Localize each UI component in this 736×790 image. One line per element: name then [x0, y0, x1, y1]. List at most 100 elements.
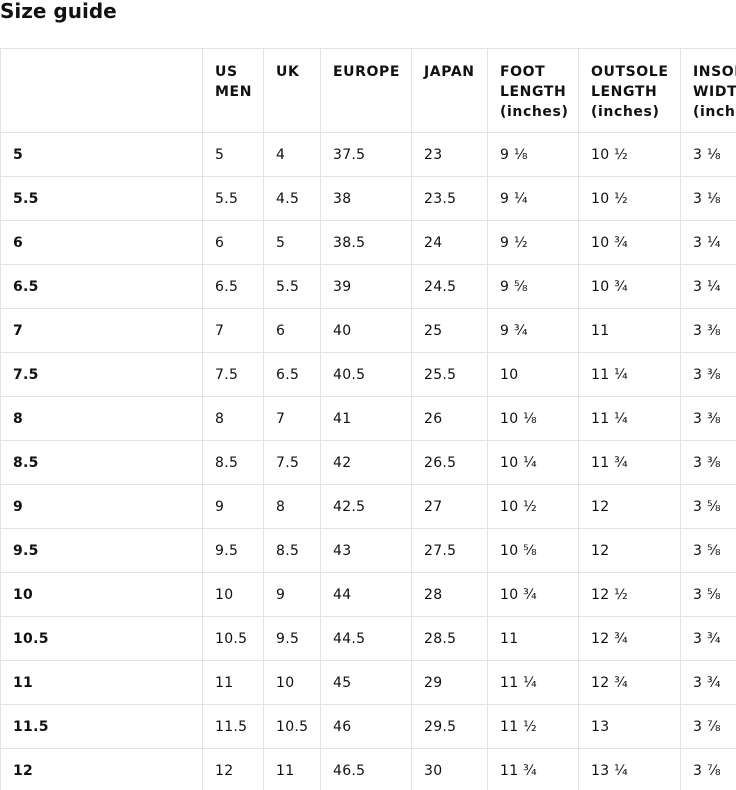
table-cell: 23	[411, 132, 488, 177]
table-cell: 12	[202, 748, 264, 790]
table-cell: 10	[487, 352, 579, 397]
table-cell: 9.5	[202, 528, 264, 573]
table-cell: 9 ½	[487, 220, 579, 265]
table-cell: 41	[320, 396, 412, 441]
table-cell: 3 ⅜	[680, 440, 736, 485]
table-cell: 42	[320, 440, 412, 485]
table-cell: 6	[202, 220, 264, 265]
table-cell: 27	[411, 484, 488, 529]
table-cell: 3 ⅜	[680, 308, 736, 353]
table-cell: 3 ¼	[680, 220, 736, 265]
table-cell: 3 ⅝	[680, 528, 736, 573]
table-cell: 11 ¾	[487, 748, 579, 790]
table-cell: 12 ¾	[578, 616, 681, 661]
table-cell: 12	[578, 484, 681, 529]
table-cell: 46	[320, 704, 412, 749]
table-cell: 9 ⅝	[487, 264, 579, 309]
table-cell: 11	[578, 308, 681, 353]
table-cell: 12 ¾	[578, 660, 681, 705]
header-cell: EUROPE	[320, 48, 412, 133]
table-container: US MEN UK EUROPE JAPAN FOOT LENGTH (inches) O…	[0, 48, 736, 790]
table-row: 9.5 9.5 8.5 43 27.5 10 ⅝ 12 3 ⅝	[0, 528, 736, 573]
table-cell: 5.5	[263, 264, 321, 309]
table-cell: 24	[411, 220, 488, 265]
table-cell: 11	[202, 660, 264, 705]
table-cell: 6	[263, 308, 321, 353]
header-cell: INSOLE WIDTH (inches)	[680, 48, 736, 133]
table-cell: 11 ¼	[578, 396, 681, 441]
size-cell: 11.5	[0, 704, 203, 749]
size-cell: 10.5	[0, 616, 203, 661]
table-cell: 3 ⅜	[680, 352, 736, 397]
table-cell: 38	[320, 176, 412, 221]
table-cell: 12 ½	[578, 572, 681, 617]
table-cell: 23.5	[411, 176, 488, 221]
table-cell: 6.5	[202, 264, 264, 309]
table-cell: 4	[263, 132, 321, 177]
table-cell: 46.5	[320, 748, 412, 790]
table-cell: 8.5	[202, 440, 264, 485]
table-cell: 10 ⅛	[487, 396, 579, 441]
table-cell: 26	[411, 396, 488, 441]
table-cell: 25	[411, 308, 488, 353]
table-cell: 11	[487, 616, 579, 661]
table-cell: 8	[202, 396, 264, 441]
table-row: 11.5 11.5 10.5 46 29.5 11 ½ 13 3 ⅞	[0, 704, 736, 749]
size-table: US MEN UK EUROPE JAPAN FOOT LENGTH (inches) O…	[0, 48, 736, 790]
table-cell: 38.5	[320, 220, 412, 265]
table-cell: 28.5	[411, 616, 488, 661]
table-cell: 25.5	[411, 352, 488, 397]
table-cell: 12	[578, 528, 681, 573]
size-cell: 6	[0, 220, 203, 265]
header-cell: UK	[263, 48, 321, 133]
table-cell: 42.5	[320, 484, 412, 529]
size-cell: 12	[0, 748, 203, 790]
table-cell: 7	[263, 396, 321, 441]
table-cell: 13	[578, 704, 681, 749]
table-cell: 7	[202, 308, 264, 353]
table-cell: 8	[263, 484, 321, 529]
table-cell: 8.5	[263, 528, 321, 573]
table-cell: 4.5	[263, 176, 321, 221]
table-cell: 9 ¾	[487, 308, 579, 353]
table-cell: 10 ½	[487, 484, 579, 529]
size-cell: 5.5	[0, 176, 203, 221]
table-cell: 10.5	[202, 616, 264, 661]
header-row: US MEN UK EUROPE JAPAN FOOT LENGTH (inches) O…	[0, 48, 736, 133]
table-cell: 7.5	[202, 352, 264, 397]
table-cell: 3 ⅞	[680, 748, 736, 790]
table-cell: 39	[320, 264, 412, 309]
table-cell: 10 ¾	[578, 220, 681, 265]
table-cell: 3 ⅝	[680, 572, 736, 617]
table-cell: 11 ¼	[487, 660, 579, 705]
header-cell: JAPAN	[411, 48, 488, 133]
size-cell: 7.5	[0, 352, 203, 397]
header-cell	[0, 48, 203, 133]
table-cell: 10	[202, 572, 264, 617]
table-cell: 10.5	[263, 704, 321, 749]
table-cell: 3 ⅝	[680, 484, 736, 529]
table-cell: 3 ⅞	[680, 704, 736, 749]
table-cell: 40.5	[320, 352, 412, 397]
table-cell: 29	[411, 660, 488, 705]
table-cell: 3 ⅛	[680, 132, 736, 177]
table-cell: 27.5	[411, 528, 488, 573]
header-cell: FOOT LENGTH (inches)	[487, 48, 579, 133]
table-cell: 43	[320, 528, 412, 573]
table-cell: 5	[263, 220, 321, 265]
table-cell: 44	[320, 572, 412, 617]
table-cell: 9	[263, 572, 321, 617]
table-cell: 6.5	[263, 352, 321, 397]
header-cell: OUTSOLE LENGTH (inches)	[578, 48, 681, 133]
table-cell: 11.5	[202, 704, 264, 749]
table-cell: 44.5	[320, 616, 412, 661]
table-row: 9 9 8 42.5 27 10 ½ 12 3 ⅝	[0, 484, 736, 529]
